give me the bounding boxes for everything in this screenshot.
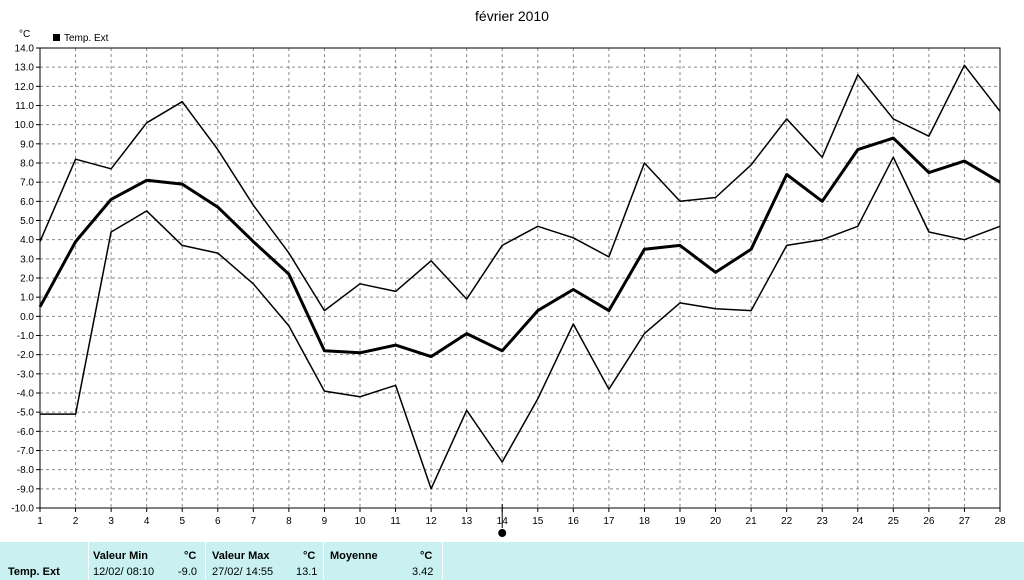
stats-mean-unit: °C — [420, 550, 433, 562]
axes — [36, 47, 1001, 537]
stats-footer: Temp. Ext Valeur Min °C 12/02/ 08:10 -9.… — [0, 542, 1024, 580]
y-tick-label: -5.0 — [17, 408, 35, 419]
x-tick-label: 16 — [568, 516, 580, 527]
y-tick-label: -6.0 — [17, 427, 35, 438]
x-tick-label: 27 — [959, 516, 971, 527]
y-tick-label: 2.0 — [20, 274, 34, 285]
cursor-marker-icon[interactable] — [498, 529, 507, 537]
stats-min-date: 12/02/ 08:10 — [93, 566, 155, 578]
stats-max-cell: Valeur Max °C 27/02/ 14:55 13.1 — [206, 542, 323, 580]
stats-min-label: Valeur Min — [93, 550, 149, 562]
y-tick-label: 11.0 — [15, 101, 34, 112]
stats-max-label: Valeur Max — [212, 550, 270, 562]
y-tick-label: -10.0 — [11, 504, 34, 515]
y-tick-label: -2.0 — [17, 350, 35, 361]
y-tick-label: 9.0 — [20, 139, 34, 150]
y-tick-label: 4.0 — [20, 235, 34, 246]
plot-frame — [39, 47, 1001, 509]
temperature-chart: février 2010 °C Temp. Ext 14.013.012.011… — [11, 8, 1006, 537]
y-tick-label: -4.0 — [17, 389, 35, 400]
stats-filler — [443, 542, 1024, 580]
y-axis-unit: °C — [19, 29, 30, 40]
legend-swatch — [53, 34, 60, 41]
x-tick-label: 12 — [426, 516, 438, 527]
x-tick-label: 10 — [354, 516, 366, 527]
y-tick-label: -9.0 — [17, 484, 35, 495]
stats-max-date: 27/02/ 14:55 — [212, 566, 274, 578]
y-tick-label: -8.0 — [17, 465, 35, 476]
x-tick-label: 26 — [923, 516, 935, 527]
x-tick-label: 4 — [144, 516, 150, 527]
y-tick-label: -3.0 — [17, 369, 35, 380]
stats-series-label: Temp. Ext — [8, 566, 60, 578]
x-tick-label: 6 — [215, 516, 221, 527]
y-tick-label: 3.0 — [20, 254, 34, 265]
y-tick-label: 12.0 — [15, 82, 35, 93]
x-tick-label: 3 — [108, 516, 114, 527]
x-tick-label: 1 — [37, 516, 43, 527]
x-tick-label: 25 — [888, 516, 900, 527]
stats-series-cell: Temp. Ext — [0, 542, 88, 580]
stats-max-unit: °C — [303, 550, 316, 562]
x-tick-label: 13 — [461, 516, 473, 527]
x-tick-label: 11 — [390, 516, 401, 527]
stats-mean-label: Moyenne — [330, 550, 378, 562]
stats-max-value: 13.1 — [296, 566, 318, 578]
x-tick-label: 2 — [73, 516, 79, 527]
x-tick-label: 9 — [322, 516, 328, 527]
grid — [40, 48, 1000, 508]
stats-min-value: -9.0 — [178, 566, 197, 578]
y-tick-label: -7.0 — [17, 446, 35, 457]
x-tick-label: 18 — [639, 516, 651, 527]
y-tick-label: -1.0 — [17, 331, 35, 342]
x-tick-label: 28 — [994, 516, 1006, 527]
y-tick-label: 6.0 — [20, 197, 34, 208]
series-line-mean — [38, 136, 1001, 359]
x-tick-label: 8 — [286, 516, 292, 527]
series-lines — [38, 64, 1001, 490]
stats-min-unit: °C — [184, 550, 197, 562]
series-line-max — [39, 64, 1001, 312]
stats-mean-cell: Moyenne °C 3.42 — [324, 542, 442, 580]
x-tick-label: 22 — [781, 516, 793, 527]
y-tick-label: 14.0 — [15, 44, 35, 55]
legend-entry-temp-ext: Temp. Ext — [64, 33, 109, 44]
x-tick-label: 24 — [852, 516, 864, 527]
y-tick-label: 10.0 — [15, 120, 35, 131]
y-tick-label: 0.0 — [20, 312, 34, 323]
x-tick-label: 5 — [179, 516, 185, 527]
y-tick-labels: 14.0 13.0 12.0 11.0 10.0 9.0 8.0 7.0 6.0 5.0 4.0 3.… — [11, 44, 34, 515]
x-tick-label: 20 — [710, 516, 722, 527]
x-tick-label: 14 — [497, 516, 509, 527]
y-tick-label: 1.0 — [20, 293, 34, 304]
y-tick-label: 13.0 — [15, 63, 35, 74]
x-tick-label: 21 — [746, 516, 758, 527]
stats-mean-value: 3.42 — [412, 566, 434, 578]
stats-min-cell: Valeur Min °C 12/02/ 08:10 -9.0 — [89, 542, 205, 580]
x-tick-label: 17 — [603, 516, 615, 527]
x-tick-label: 23 — [817, 516, 829, 527]
x-tick-label: 19 — [674, 516, 686, 527]
y-tick-label: 8.0 — [20, 159, 34, 170]
x-tick-label: 15 — [532, 516, 544, 527]
y-tick-label: 7.0 — [20, 178, 34, 189]
series-line-min — [40, 156, 1001, 490]
x-tick-labels: 1 2 3 4 5 6 7 8 9 10 11 12 13 14 15 16 17 18 19 20 21 22 23 24 2… — [37, 516, 1006, 527]
y-tick-label: 5.0 — [20, 216, 34, 227]
x-tick-label: 7 — [251, 516, 257, 527]
chart-title: février 2010 — [475, 8, 549, 24]
